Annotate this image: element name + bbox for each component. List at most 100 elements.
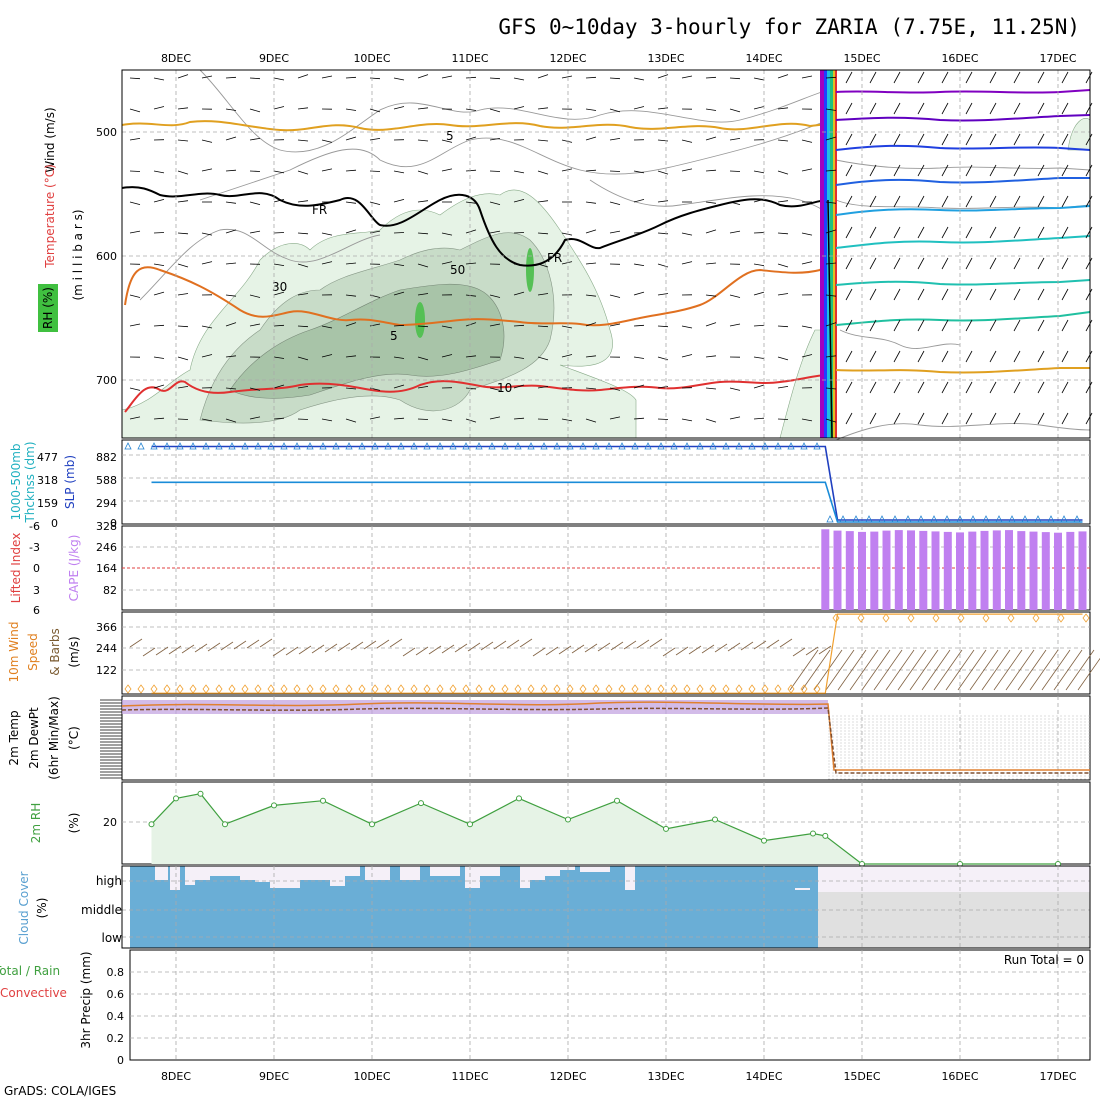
wind-barb — [777, 263, 789, 268]
wind-barb — [825, 229, 837, 234]
wind-barb — [417, 232, 429, 235]
wind-speed-marker — [514, 684, 522, 694]
wind-barb — [369, 416, 381, 420]
cape-bar — [1054, 532, 1062, 610]
wind-barb — [537, 232, 549, 235]
wind-barb — [1037, 195, 1045, 208]
wind-barb — [965, 381, 973, 394]
thickness-marker — [878, 515, 886, 523]
wind-barb — [893, 226, 901, 239]
thk-left-tick: 318 — [37, 474, 58, 487]
thickness-marker — [1047, 515, 1055, 523]
wind-barbs-upper — [129, 71, 1093, 425]
thickness-marker — [813, 442, 821, 450]
contour-label: 30 — [272, 280, 287, 294]
wind-barb — [633, 77, 645, 81]
slp-right-tick: 588 — [96, 474, 117, 487]
wind-barb — [177, 263, 189, 268]
wind-speed-marker — [761, 684, 769, 694]
rh-ylabel-b: (%) — [67, 813, 81, 834]
wind-barb — [513, 356, 525, 359]
date-label-top: 8DEC — [161, 52, 191, 65]
date-label-top: 14DEC — [745, 52, 782, 65]
wind-barb — [297, 200, 309, 203]
wind-barb — [417, 200, 429, 203]
bottom-date-axis: 8DEC 9DEC 10DEC 11DEC 12DEC 13DEC 14DEC 15DEC 16… — [161, 1070, 1077, 1083]
cape-bar — [943, 531, 952, 610]
cape-tick: 246 — [96, 541, 117, 554]
wind-barb — [585, 387, 597, 390]
cape-bar — [1066, 531, 1075, 610]
wind-tick: 244 — [96, 642, 117, 655]
thickness-marker — [462, 442, 470, 450]
thickness-marker — [371, 442, 379, 450]
thickness-marker — [176, 442, 184, 450]
date-label-top: 16DEC — [941, 52, 978, 65]
wind-barb — [153, 384, 165, 389]
rh-point — [271, 802, 277, 809]
wind-barb — [1085, 381, 1093, 394]
wind-barb — [681, 261, 693, 265]
rh-shading-dark — [229, 283, 505, 399]
wind-barb — [489, 323, 501, 327]
temp-ylabel-b: 2m DewPt — [27, 707, 41, 769]
wind-barb — [1061, 195, 1069, 208]
rh-point — [197, 790, 204, 797]
wind-barb — [537, 107, 549, 110]
wind-barb — [869, 164, 877, 177]
thk-left-tick: 477 — [37, 451, 58, 464]
wind-barb — [585, 169, 597, 172]
wind-barb — [869, 350, 877, 363]
wind-speed-marker — [618, 684, 626, 694]
wind-barb — [681, 75, 693, 79]
date-label-bottom: 13DEC — [647, 1070, 684, 1083]
thk-ylabel-a: 1000-500mb — [9, 443, 23, 520]
wind-barb — [585, 201, 597, 204]
wind-barb — [845, 350, 853, 363]
wind-barb — [1013, 288, 1021, 301]
wind-barb — [441, 261, 453, 265]
wind-barb — [561, 354, 573, 358]
wind-barb — [965, 257, 973, 270]
rh-point — [614, 797, 620, 804]
contour-label: FR — [312, 203, 327, 217]
rh-point — [148, 821, 155, 828]
cape-panel: -6 -3 0 3 6 328 246 164 82 Lifted Index … — [9, 520, 1091, 617]
wind-barb-10m — [662, 647, 676, 657]
rh-ylabel-a: 2m RH — [29, 803, 43, 844]
wind-barb — [965, 288, 973, 301]
wind-barb — [1085, 133, 1093, 146]
wind-barb — [941, 381, 949, 394]
wind-barb — [249, 170, 261, 172]
wind-barb — [965, 102, 973, 115]
thickness-marker — [241, 442, 249, 450]
wind-barb — [1061, 102, 1069, 115]
wind-barb-10m — [969, 649, 999, 691]
wind-barb — [345, 262, 357, 265]
wind-speed-series — [124, 613, 1090, 694]
cape-bar — [858, 531, 866, 610]
wind-barb — [633, 356, 645, 359]
wind-barb — [869, 412, 877, 425]
date-label-bottom: 10DEC — [353, 1070, 390, 1083]
wind-barb-10m — [849, 649, 879, 691]
wind-barb — [777, 139, 789, 142]
wind-barb-10m — [142, 647, 156, 657]
precip-tick: 0 — [117, 1054, 124, 1067]
wind-barb — [537, 418, 549, 420]
wind-barb — [917, 381, 925, 394]
wind-barb — [893, 133, 901, 146]
wind-barb — [1013, 319, 1021, 332]
thickness-marker — [553, 442, 561, 450]
wind-speed-marker — [683, 684, 691, 694]
wind-barb — [989, 319, 997, 332]
cape-bar — [1005, 530, 1013, 610]
wind-barb-10m — [194, 643, 208, 653]
wind-speed-marker — [202, 684, 210, 694]
cape-bar — [1041, 532, 1050, 610]
wind-barb — [177, 418, 189, 420]
wind-barb — [465, 201, 477, 204]
cape-ylabel-b: CAPE (J/kg) — [67, 535, 81, 602]
wind-barb-10m — [1065, 649, 1095, 691]
thickness-series — [124, 442, 1083, 523]
